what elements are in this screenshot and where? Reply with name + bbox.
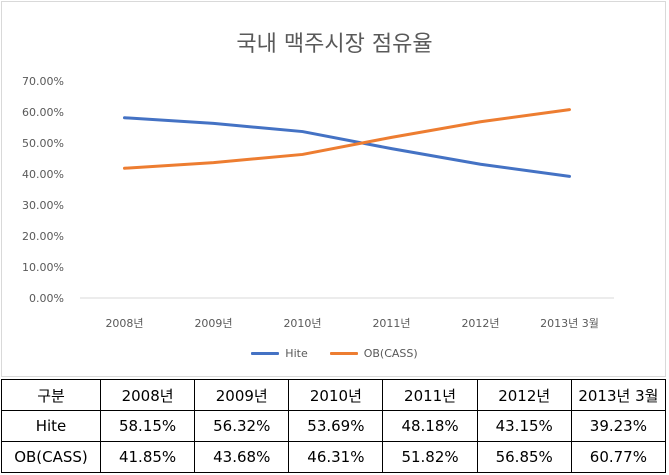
- table-header-cell: 2010년: [288, 379, 384, 411]
- table-header-cell: 2012년: [476, 379, 572, 411]
- y-tick-label: 50.00%: [22, 137, 64, 150]
- x-tick-label: 2010년: [283, 317, 321, 330]
- y-tick-label: 0.00%: [29, 292, 64, 305]
- table-cell: OB(CASS): [1, 441, 101, 473]
- legend-swatch-ob-cass: [329, 352, 358, 355]
- series-line-hite: [123, 116, 571, 178]
- legend-item-hite: Hite: [251, 347, 308, 360]
- legend-label-hite: Hite: [285, 347, 308, 360]
- table-cell: 56.32%: [194, 410, 290, 442]
- x-tick-label: 2011년: [372, 317, 410, 330]
- table-header-cell: 2008년: [99, 379, 196, 411]
- x-tick-label: 2009년: [194, 317, 232, 330]
- table-cell: Hite: [1, 410, 101, 442]
- table-cell: 56.85%: [476, 441, 572, 473]
- table-cell: 53.69%: [288, 410, 384, 442]
- y-tick-label: 20.00%: [22, 230, 64, 243]
- table-cell: 60.77%: [570, 441, 667, 473]
- y-tick-label: 40.00%: [22, 168, 64, 181]
- line-chart-plot: 0.00% 10.00% 20.00% 30.00% 40.00% 50.00% 60.00…: [22, 75, 614, 330]
- table-header-cell: 2009년: [194, 379, 290, 411]
- table-header-cell: 2011년: [382, 379, 478, 411]
- table-header-row: 구분 2008년 2009년 2010년 2011년 2012년 2013년 3…: [1, 379, 667, 411]
- chart-title: 국내 맥주시장 점유율: [236, 32, 433, 57]
- y-tick-label: 30.00%: [22, 199, 64, 212]
- table-cell: 43.15%: [476, 410, 572, 442]
- table-cell: 41.85%: [99, 441, 196, 473]
- x-tick-label: 2008년: [105, 317, 143, 330]
- table-cell: 48.18%: [382, 410, 478, 442]
- x-tick-label: 2013년 3월: [540, 317, 599, 330]
- table-row-hite: Hite 58.15% 56.32% 53.69% 48.18% 43.15% …: [1, 410, 667, 442]
- table-cell: 39.23%: [570, 410, 667, 442]
- series-line-ob-cass: [123, 108, 571, 170]
- y-tick-label: 70.00%: [22, 75, 64, 88]
- legend-label-ob-cass: OB(CASS): [363, 347, 418, 360]
- legend-item-ob-cass: OB(CASS): [329, 347, 418, 360]
- y-tick-label: 60.00%: [22, 106, 64, 119]
- table-cell: 51.82%: [382, 441, 478, 473]
- table-header-cell: 구분: [1, 379, 101, 411]
- table-cell: 43.68%: [194, 441, 290, 473]
- table-cell: 58.15%: [99, 410, 196, 442]
- chart-legend: Hite OB(CASS): [2, 347, 667, 360]
- legend-swatch-hite: [251, 352, 280, 355]
- x-tick-label: 2012년: [461, 317, 499, 330]
- share-data-table: 구분 2008년 2009년 2010년 2011년 2012년 2013년 3…: [1, 379, 667, 473]
- chart-container: 국내 맥주시장 점유율 0.00% 10.00% 20.00% 30.00% 40.00…: [1, 1, 666, 377]
- table-row-ob-cass: OB(CASS) 41.85% 43.68% 46.31% 51.82% 56.…: [1, 441, 667, 473]
- y-tick-label: 10.00%: [22, 261, 64, 274]
- table-cell: 46.31%: [288, 441, 384, 473]
- table-header-cell: 2013년 3월: [570, 379, 667, 411]
